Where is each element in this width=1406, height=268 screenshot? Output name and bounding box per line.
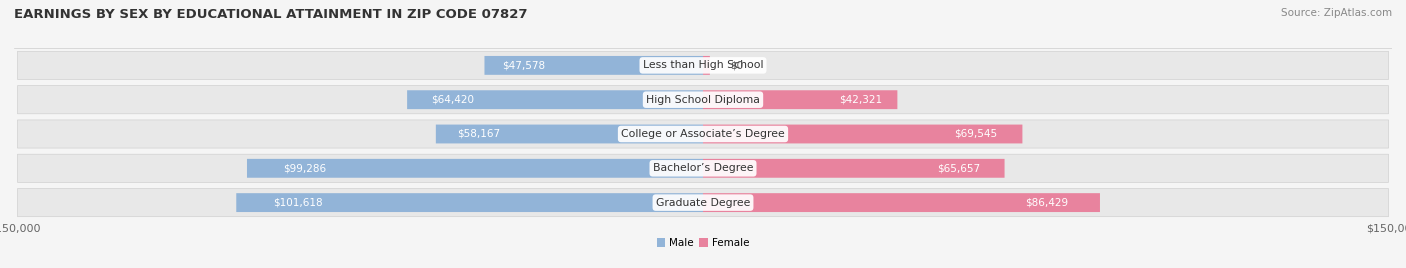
FancyBboxPatch shape: [17, 86, 1389, 114]
FancyBboxPatch shape: [436, 125, 703, 143]
FancyBboxPatch shape: [703, 125, 1022, 143]
FancyBboxPatch shape: [703, 193, 1099, 212]
FancyBboxPatch shape: [485, 56, 703, 75]
Text: $0: $0: [731, 60, 744, 70]
Text: $101,618: $101,618: [274, 198, 323, 208]
Text: Graduate Degree: Graduate Degree: [655, 198, 751, 208]
FancyBboxPatch shape: [17, 154, 1389, 182]
Text: College or Associate’s Degree: College or Associate’s Degree: [621, 129, 785, 139]
FancyBboxPatch shape: [17, 51, 1389, 79]
FancyBboxPatch shape: [408, 90, 703, 109]
FancyBboxPatch shape: [17, 120, 1389, 148]
Text: $69,545: $69,545: [953, 129, 997, 139]
FancyBboxPatch shape: [247, 159, 703, 178]
Text: Less than High School: Less than High School: [643, 60, 763, 70]
FancyBboxPatch shape: [17, 189, 1389, 217]
Text: Bachelor’s Degree: Bachelor’s Degree: [652, 163, 754, 173]
Text: $47,578: $47,578: [502, 60, 546, 70]
Text: $58,167: $58,167: [457, 129, 501, 139]
FancyBboxPatch shape: [703, 90, 897, 109]
FancyBboxPatch shape: [703, 159, 1004, 178]
Text: High School Diploma: High School Diploma: [647, 95, 759, 105]
Text: EARNINGS BY SEX BY EDUCATIONAL ATTAINMENT IN ZIP CODE 07827: EARNINGS BY SEX BY EDUCATIONAL ATTAINMEN…: [14, 8, 527, 21]
Text: $42,321: $42,321: [839, 95, 882, 105]
Text: $64,420: $64,420: [430, 95, 474, 105]
Text: $99,286: $99,286: [284, 163, 326, 173]
Legend: Male, Female: Male, Female: [652, 234, 754, 252]
Text: $86,429: $86,429: [1025, 198, 1069, 208]
Text: $65,657: $65,657: [938, 163, 980, 173]
FancyBboxPatch shape: [236, 193, 703, 212]
Text: Source: ZipAtlas.com: Source: ZipAtlas.com: [1281, 8, 1392, 18]
FancyBboxPatch shape: [703, 56, 710, 75]
